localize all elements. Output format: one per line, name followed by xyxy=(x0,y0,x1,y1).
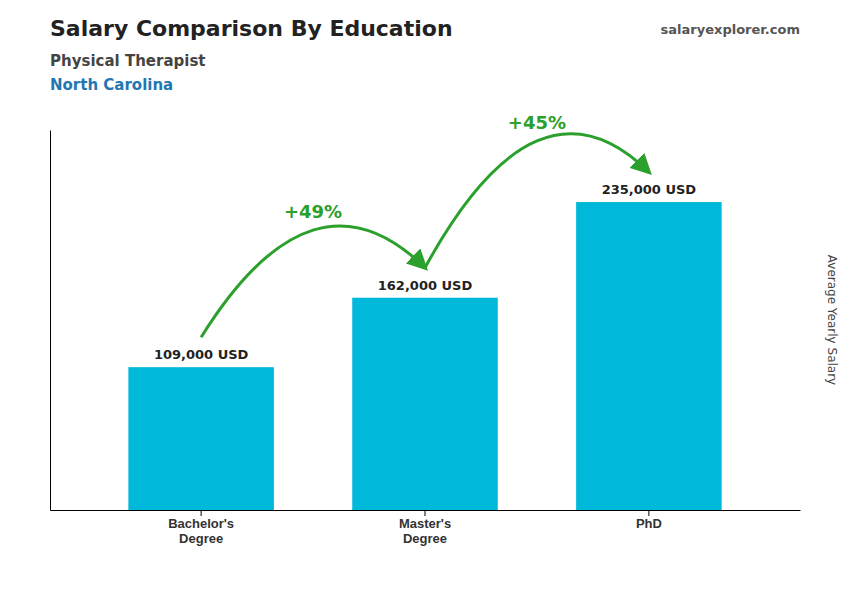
bar xyxy=(128,367,274,510)
x-tick-mark xyxy=(648,510,649,516)
annotation: +49% xyxy=(284,201,342,222)
subtitle: Physical Therapist xyxy=(50,52,205,70)
caption: salaryexplorer.com xyxy=(661,22,800,37)
y-axis-title: Average Yearly Salary xyxy=(825,255,839,385)
x-tick-label: Bachelor'sDegree xyxy=(168,516,234,546)
data-label: 109,000 USD xyxy=(154,347,249,362)
x-tick-mark xyxy=(425,510,426,516)
x-tick: Bachelor'sDegree xyxy=(168,510,234,546)
x-tick-label: PhD xyxy=(636,516,662,531)
x-tick-mark xyxy=(201,510,202,516)
arrow xyxy=(425,134,649,268)
bar xyxy=(576,202,722,510)
annotation: +45% xyxy=(508,112,566,133)
bar xyxy=(352,298,498,510)
data-label: 162,000 USD xyxy=(378,278,473,293)
annotations: +49% +45% xyxy=(201,112,649,337)
y-axis-line xyxy=(50,131,51,511)
subtitle: North Carolina xyxy=(50,76,173,94)
x-tick: PhD xyxy=(636,510,662,531)
x-tick-label: Master'sDegree xyxy=(399,516,451,546)
x-tick: Master'sDegree xyxy=(399,510,451,546)
data-label: 235,000 USD xyxy=(602,182,697,197)
plot-area xyxy=(128,202,721,510)
x-axis: Bachelor'sDegree Master'sDegree PhD xyxy=(51,510,801,546)
y-axis xyxy=(50,131,51,511)
arrow xyxy=(201,226,425,337)
title: Salary Comparison By Education xyxy=(50,16,453,41)
chart: Salary Comparison By Education Physical T… xyxy=(0,0,850,606)
